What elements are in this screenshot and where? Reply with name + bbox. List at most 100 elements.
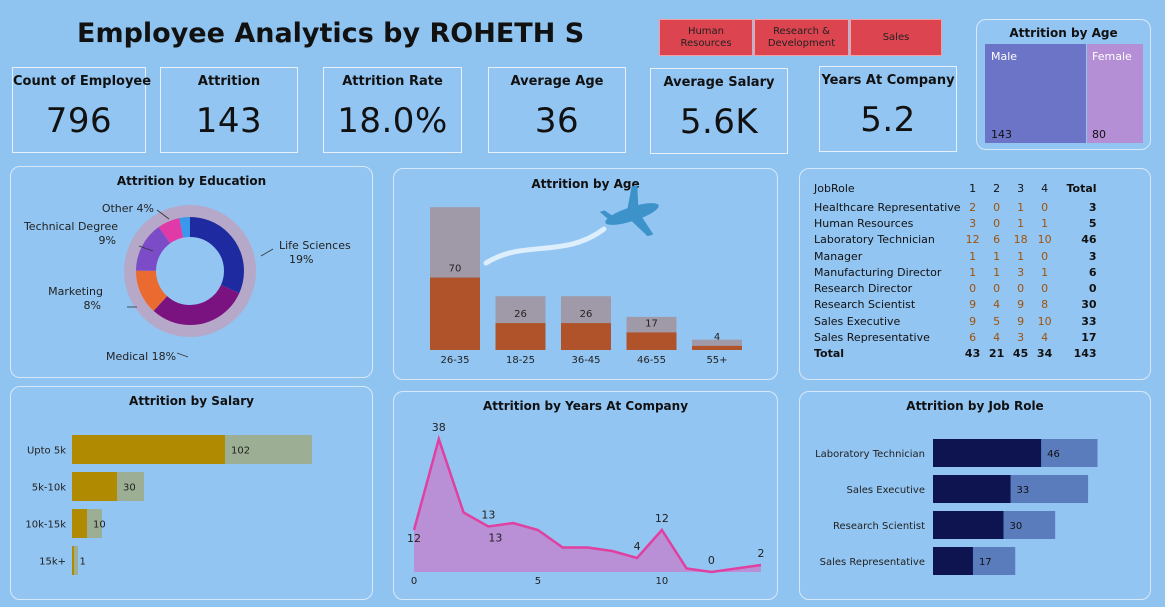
table-cell: 43 bbox=[964, 347, 981, 361]
jobrole-value-bar[interactable] bbox=[933, 475, 1011, 503]
age-category-label: 46-55 bbox=[637, 355, 666, 366]
salary-data-label: 1 bbox=[80, 557, 86, 568]
table-cell: 6 bbox=[993, 233, 1001, 247]
table-cell: 1 bbox=[1041, 265, 1049, 279]
chart-title: Attrition by Education bbox=[116, 174, 267, 188]
table-cell: 143 bbox=[1073, 347, 1097, 361]
slicer-label: Research & Development bbox=[767, 25, 836, 49]
table-cell: Human Resources bbox=[814, 216, 914, 230]
years-line[interactable] bbox=[412, 434, 762, 574]
slicer-human-resources[interactable]: Human Resources bbox=[659, 19, 753, 56]
table-row: Healthcare Representative 2 0 1 0 3 bbox=[814, 199, 1097, 215]
years-data-label: 0 bbox=[708, 554, 715, 567]
salary-data-label: 102 bbox=[231, 446, 250, 457]
kpi-value: 18.0% bbox=[337, 101, 448, 141]
table-cell: 1 bbox=[969, 249, 977, 263]
table-cell: 1 bbox=[1041, 216, 1049, 230]
jobrole-category-label: Sales Executive bbox=[847, 485, 925, 496]
donut-slice[interactable] bbox=[136, 217, 244, 325]
tile-label: Female bbox=[1092, 50, 1132, 63]
salary-category-label: 15k+ bbox=[39, 557, 66, 568]
table-cell: 5 bbox=[993, 314, 1001, 328]
age-category-label: 36-45 bbox=[571, 355, 600, 366]
kpi-years-at-company: Years At Company 5.2 bbox=[819, 66, 957, 152]
table-cell: 0 bbox=[1088, 282, 1097, 296]
donut-slice[interactable] bbox=[136, 217, 244, 325]
table-cell: Research Director bbox=[814, 282, 913, 296]
salary-value-bar[interactable] bbox=[72, 546, 74, 575]
years-data-label: 12 bbox=[655, 512, 669, 525]
table-cell: 4 bbox=[993, 331, 1001, 345]
salary-total-bar[interactable] bbox=[72, 546, 78, 575]
salary-value-bar[interactable] bbox=[72, 435, 225, 464]
education-chart-card: Attrition by Education Life Sciences 19% M… bbox=[10, 166, 373, 378]
table-cell: 1 bbox=[1017, 200, 1025, 214]
salary-category-label: 5k-10k bbox=[32, 483, 66, 494]
age-value-bar[interactable] bbox=[692, 345, 742, 350]
jobrole-data-label: 30 bbox=[1010, 521, 1023, 532]
label-leader-line bbox=[176, 352, 189, 358]
jobrole-value-bar[interactable] bbox=[933, 439, 1042, 467]
years-data-label: 13 bbox=[488, 532, 502, 545]
salary-data-label: 30 bbox=[123, 483, 136, 494]
table-total-row: Total 43 21 45 34 143 bbox=[814, 346, 1097, 362]
table-cell: 3 bbox=[1017, 181, 1025, 195]
table-cell: 0 bbox=[993, 282, 1001, 296]
jobrole-chart-card: Attrition by Job Role 46 Laboratory Techn… bbox=[799, 391, 1151, 600]
kpi-attrition-rate: Attrition Rate 18.0% bbox=[323, 67, 462, 153]
treemap-tile-male[interactable]: Male 143 bbox=[985, 44, 1086, 143]
jobrole-value-bar[interactable] bbox=[933, 547, 973, 575]
age-value-bar[interactable] bbox=[561, 323, 611, 350]
table-cell: 1 bbox=[969, 181, 977, 195]
years-data-label: 38 bbox=[432, 421, 446, 434]
table-cell: 9 bbox=[969, 298, 977, 312]
table-cell: 2 bbox=[993, 181, 1001, 195]
tile-value: 80 bbox=[1092, 128, 1106, 141]
chart-title: Attrition by Job Role bbox=[906, 399, 1044, 413]
airplane-icon bbox=[599, 184, 659, 237]
table-cell: 12 bbox=[965, 233, 980, 247]
table-cell: 0 bbox=[1041, 200, 1049, 214]
jobrole-value-bar[interactable] bbox=[933, 511, 1004, 539]
donut-outer-ring bbox=[124, 205, 256, 337]
plane-trail bbox=[483, 226, 607, 266]
chart-title: Attrition by Age bbox=[531, 177, 640, 191]
salary-value-bar[interactable] bbox=[72, 472, 117, 501]
slicer-research-development[interactable]: Research & Development bbox=[754, 19, 849, 56]
donut-slice[interactable] bbox=[136, 217, 244, 325]
age-data-label: 70 bbox=[449, 264, 462, 275]
age-total-bar[interactable] bbox=[692, 339, 742, 350]
age-value-bar[interactable] bbox=[430, 277, 480, 350]
age-value-bar[interactable] bbox=[626, 332, 677, 350]
chart-title: Attrition by Years At Company bbox=[482, 399, 689, 413]
salary-data-label: 10 bbox=[93, 520, 106, 531]
donut-label: Marketing 8% bbox=[48, 285, 103, 312]
age-data-label: 26 bbox=[580, 309, 593, 320]
jobrole-data-label: 33 bbox=[1017, 485, 1030, 496]
table-row: Sales Representative 6 4 3 4 17 bbox=[814, 329, 1097, 345]
table-cell: 3 bbox=[1017, 265, 1025, 279]
age-value-bar[interactable] bbox=[495, 323, 546, 350]
years-data-label: 2 bbox=[758, 547, 765, 560]
table-cell: 3 bbox=[1088, 249, 1097, 263]
age-category-label: 55+ bbox=[706, 355, 727, 366]
tile-value: 143 bbox=[991, 128, 1012, 141]
table-cell: 21 bbox=[988, 347, 1005, 361]
salary-category-label: Upto 5k bbox=[27, 446, 66, 457]
jobrole-category-label: Laboratory Technician bbox=[815, 449, 925, 460]
age-data-label: 17 bbox=[645, 318, 658, 329]
table-cell: Laboratory Technician bbox=[814, 233, 935, 247]
table-cell: 1 bbox=[1017, 216, 1025, 230]
table-cell: Total bbox=[814, 347, 845, 361]
slicer-sales[interactable]: Sales bbox=[850, 19, 942, 56]
donut-label: Technical Degree 9% bbox=[23, 220, 118, 247]
kpi-value: 5.2 bbox=[860, 100, 916, 140]
years-data-label: 4 bbox=[634, 540, 641, 553]
jobrole-svg: 46 Laboratory Technician 33 Sales Executive… bbox=[815, 439, 1098, 575]
table-cell: 9 bbox=[969, 314, 977, 328]
kpi-label: Count of Employee bbox=[13, 74, 152, 89]
treemap-tile-female[interactable]: Female 80 bbox=[1087, 44, 1143, 143]
salary-svg: 102 Upto 5k 30 5k-10k 10 10k-15k 1 15k+ bbox=[25, 435, 312, 575]
salary-value-bar[interactable] bbox=[72, 509, 87, 538]
kpi-attrition: Attrition 143 bbox=[160, 67, 298, 153]
